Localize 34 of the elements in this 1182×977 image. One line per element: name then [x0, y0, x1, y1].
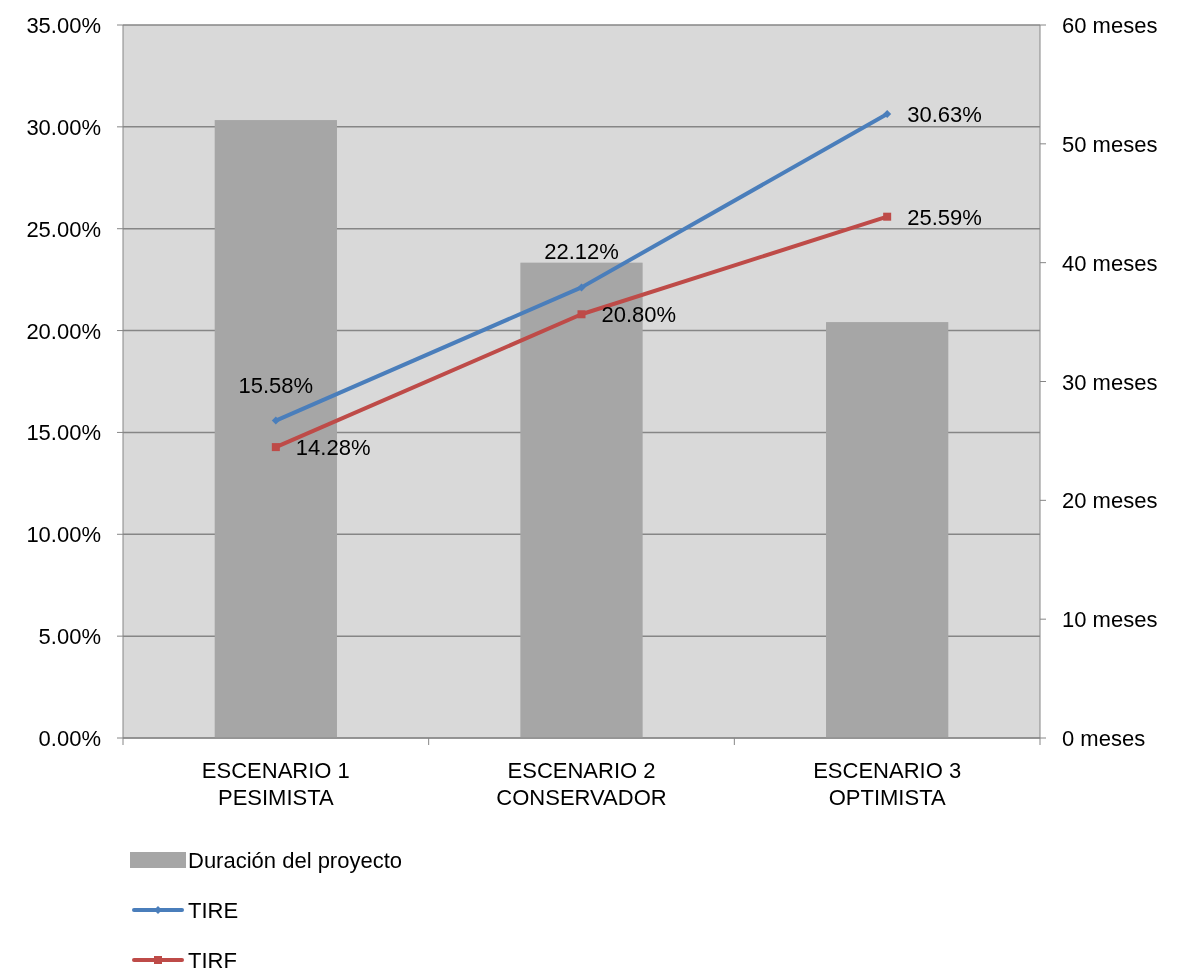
y2-tick-label: 10 meses	[1062, 607, 1158, 633]
x-tick-label: ESCENARIO 3 OPTIMISTA	[813, 758, 962, 810]
data-label: 14.28%	[295, 435, 371, 461]
legend-label: TIRE	[188, 898, 239, 923]
y-tick-label: 35.00%	[26, 13, 101, 38]
data-label: 30.63%	[907, 102, 982, 128]
y-tick-label: 30.00%	[26, 114, 101, 140]
point	[577, 310, 586, 319]
y2-tick-label: 30 meses	[1062, 369, 1158, 395]
y-tick-label: 20.00%	[26, 318, 101, 344]
point	[577, 283, 586, 292]
y2-tick-label: 0 meses	[1062, 726, 1146, 751]
bar	[826, 322, 949, 738]
x-tick-label: ESCENARIO 2 CONSERVADOR	[496, 758, 667, 810]
point	[271, 416, 280, 425]
y2-tick-label: 50 meses	[1062, 131, 1158, 157]
y-tick-label: 0.00%	[38, 726, 101, 751]
legend-label: Duración del proyecto	[188, 848, 403, 873]
x-tick-label: ESCENARIO 1 PESIMISTA	[201, 758, 350, 810]
point	[883, 212, 892, 221]
y2-tick-label: 60 meses	[1062, 13, 1158, 38]
data-label: 20.80%	[601, 302, 677, 328]
data-label: 25.59%	[907, 204, 982, 230]
point	[883, 110, 892, 119]
y2-tick-label: 40 meses	[1062, 250, 1158, 276]
point	[271, 443, 280, 452]
y-tick-label: 5.00%	[38, 624, 101, 650]
legend-label: TIRF	[188, 948, 237, 973]
data-label: 22.12%	[544, 239, 619, 265]
y-tick-label: 10.00%	[26, 522, 101, 548]
data-label: 15.58%	[238, 372, 314, 398]
y-tick-label: 15.00%	[26, 420, 101, 446]
y2-tick-label: 20 meses	[1062, 488, 1158, 514]
y-tick-label: 25.00%	[26, 216, 101, 242]
